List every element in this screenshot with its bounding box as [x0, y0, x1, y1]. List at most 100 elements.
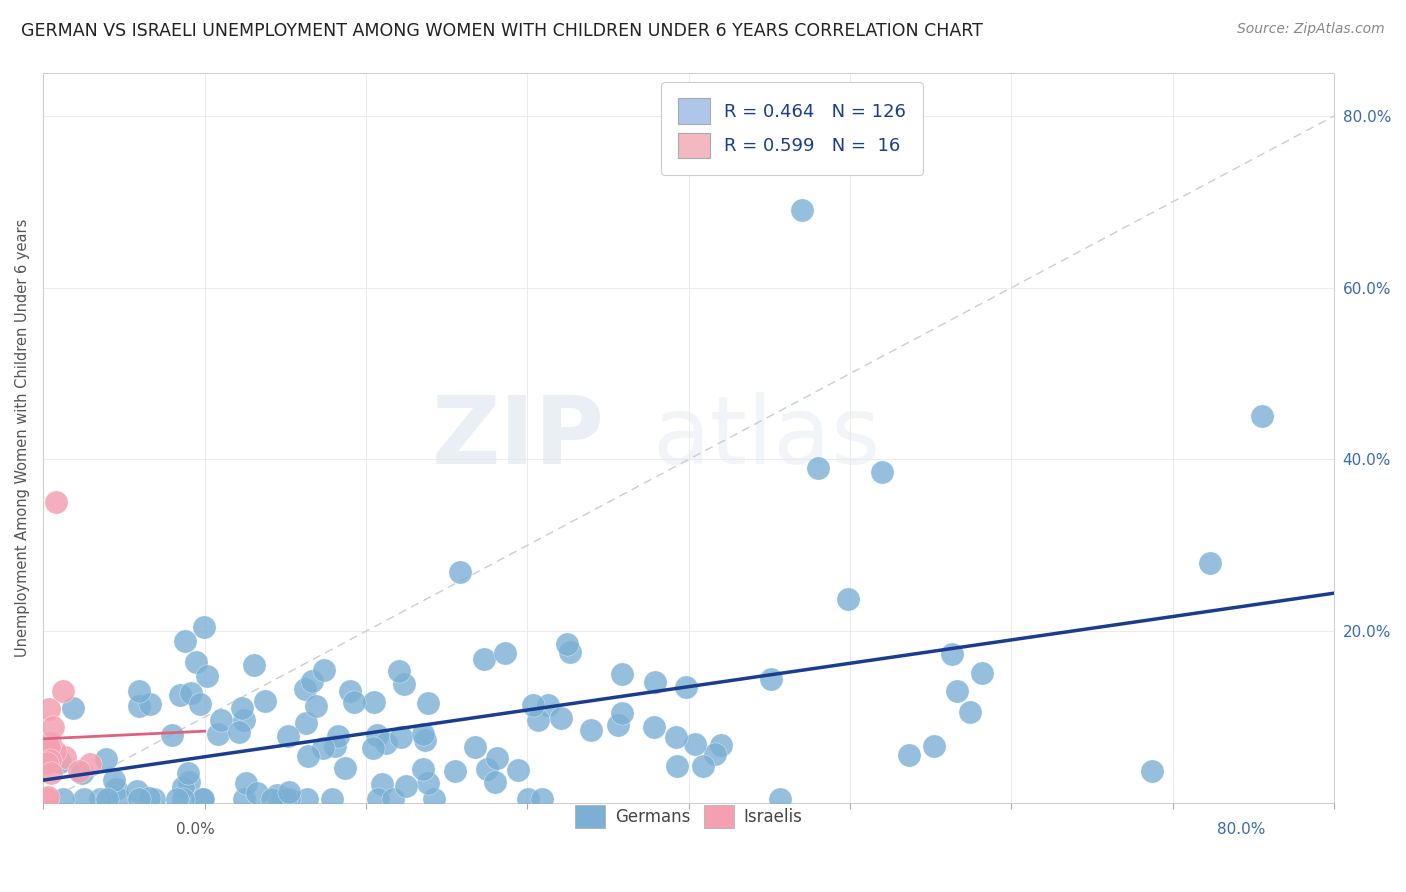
Point [872, 466, 894, 480]
Point [710, 738, 733, 752]
Point [128, 791, 150, 805]
Point [1250, 409, 1272, 424]
Point [138, 791, 160, 805]
Point [254, 694, 277, 708]
Point [96, 752, 118, 766]
Point [311, 740, 333, 755]
Point [412, 762, 434, 776]
Point [449, 565, 471, 579]
Point [970, 666, 993, 681]
Point [335, 761, 357, 775]
Point [560, 645, 582, 659]
Point [664, 730, 686, 744]
Point [53, 749, 76, 764]
Point [412, 727, 434, 741]
Text: atlas: atlas [652, 392, 880, 484]
Point [526, 714, 548, 728]
Point [343, 695, 366, 709]
Text: 0.0%: 0.0% [176, 822, 215, 838]
Point [761, 673, 783, 687]
Point [443, 764, 465, 778]
Point [278, 791, 301, 805]
Point [328, 729, 350, 743]
Text: 80.0%: 80.0% [1218, 822, 1265, 838]
Point [395, 779, 418, 793]
Y-axis label: Unemployment Among Women with Children Under 6 years: Unemployment Among Women with Children U… [15, 219, 30, 657]
Point [312, 663, 335, 677]
Point [375, 736, 398, 750]
Point [323, 739, 346, 753]
Point [423, 791, 446, 805]
Point [103, 772, 125, 787]
Point [277, 729, 299, 743]
Point [128, 684, 150, 698]
Point [361, 740, 384, 755]
Point [232, 791, 254, 805]
Point [941, 648, 963, 662]
Point [692, 759, 714, 773]
Point [790, 203, 813, 218]
Point [522, 698, 544, 713]
Point [44, 743, 66, 757]
Point [610, 706, 633, 721]
Point [643, 721, 665, 735]
Point [193, 791, 215, 805]
Point [703, 747, 725, 761]
Point [108, 791, 131, 805]
Point [371, 777, 394, 791]
Point [96, 791, 118, 805]
Point [128, 698, 150, 713]
Point [644, 675, 666, 690]
Point [294, 716, 316, 731]
Point [172, 780, 194, 795]
Point [188, 697, 211, 711]
Point [274, 791, 297, 805]
Point [45, 495, 67, 509]
Point [294, 681, 316, 696]
Text: Source: ZipAtlas.com: Source: ZipAtlas.com [1237, 22, 1385, 37]
Point [38, 739, 60, 754]
Point [169, 688, 191, 702]
Legend: Germans, Israelis: Germans, Israelis [568, 797, 808, 835]
Point [174, 634, 197, 648]
Point [184, 655, 207, 669]
Point [1199, 556, 1222, 570]
Point [177, 765, 200, 780]
Point [228, 725, 250, 739]
Point [42, 720, 65, 734]
Point [297, 748, 319, 763]
Point [837, 592, 859, 607]
Point [89, 791, 111, 805]
Point [392, 677, 415, 691]
Point [271, 791, 294, 805]
Point [922, 739, 945, 753]
Point [486, 751, 509, 765]
Point [260, 791, 283, 805]
Point [52, 791, 75, 805]
Point [143, 791, 166, 805]
Point [79, 757, 101, 772]
Point [49, 755, 72, 769]
Point [162, 728, 184, 742]
Point [475, 763, 498, 777]
Point [35, 751, 58, 765]
Point [946, 684, 969, 698]
Text: GERMAN VS ISRAELI UNEMPLOYMENT AMONG WOMEN WITH CHILDREN UNDER 6 YEARS CORRELATI: GERMAN VS ISRAELI UNEMPLOYMENT AMONG WOM… [21, 22, 983, 40]
Point [339, 684, 361, 698]
Point [235, 776, 257, 790]
Point [193, 620, 215, 634]
Point [127, 784, 149, 798]
Point [416, 696, 439, 710]
Point [367, 791, 389, 805]
Point [38, 702, 60, 716]
Point [366, 728, 388, 742]
Point [67, 764, 90, 778]
Point [305, 699, 328, 714]
Point [389, 731, 412, 745]
Point [207, 727, 229, 741]
Point [39, 736, 62, 750]
Point [381, 791, 404, 805]
Point [484, 775, 506, 789]
Point [530, 791, 553, 805]
Point [231, 701, 253, 715]
